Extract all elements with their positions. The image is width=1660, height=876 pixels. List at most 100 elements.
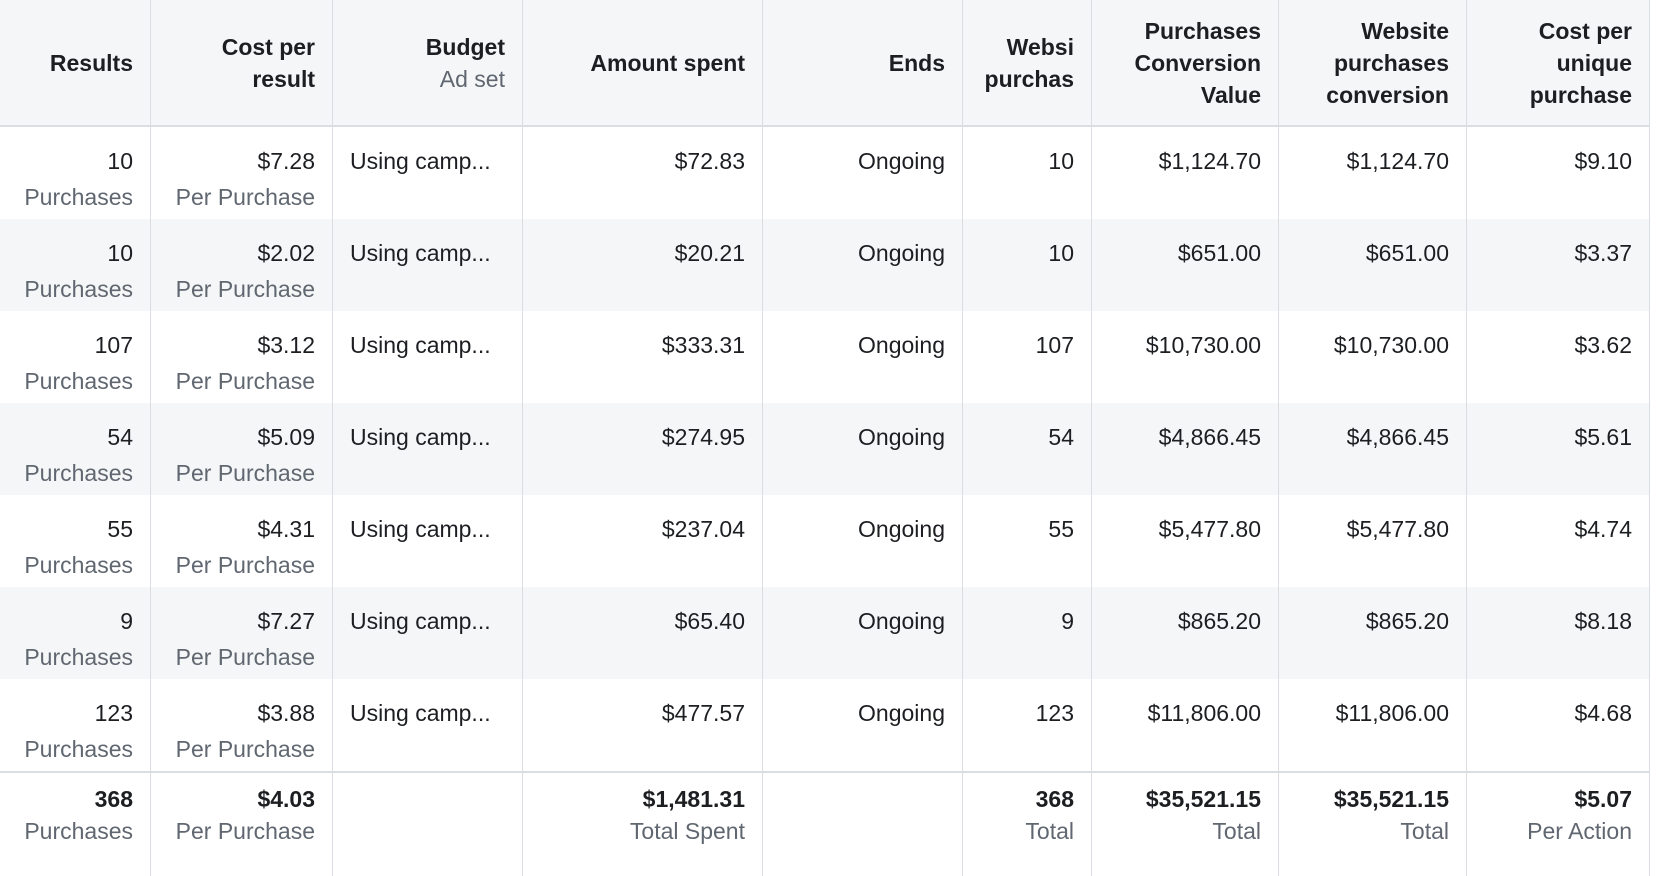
cell-sublabel: Per Purchase: [175, 460, 315, 486]
cell-sublabel: Per Purchase: [175, 552, 315, 578]
table-cell: $4,866.45: [1279, 403, 1467, 495]
table-cell: 55 Purchases: [0, 495, 151, 587]
cell-value: 10: [107, 240, 133, 266]
cell-value: Using camp...: [350, 424, 491, 450]
table-cell: $4.31 Per Purchase: [151, 495, 333, 587]
total-cell: $5.07 Per Action: [1467, 771, 1650, 876]
cell-value: Ongoing: [858, 516, 945, 542]
table-cell: $7.28 Per Purchase: [151, 127, 333, 219]
cell-value: Using camp...: [350, 608, 491, 634]
cell-value: $7.27: [257, 608, 315, 634]
table-cell: Using camp...: [333, 495, 523, 587]
cell-value: Ongoing: [858, 332, 945, 358]
table-cell: 107: [963, 311, 1092, 403]
total-value: 368: [94, 786, 133, 812]
header-label: Amount spent: [590, 49, 745, 76]
table-cell: $9.10: [1467, 127, 1650, 219]
cell-value: Ongoing: [858, 424, 945, 450]
total-value: $4.03: [257, 786, 315, 812]
column-header[interactable]: Website purchases conversion: [1279, 0, 1467, 127]
cell-value: 10: [1048, 240, 1074, 266]
total-cell: $35,521.15 Total: [1279, 771, 1467, 876]
column-header[interactable]: Results: [0, 0, 151, 127]
cell-value: $5.61: [1574, 424, 1632, 450]
table-cell: $333.31: [523, 311, 763, 403]
cell-value: $5,477.80: [1158, 516, 1261, 542]
total-cell: 368 Purchases: [0, 771, 151, 876]
total-value: $35,521.15: [1145, 786, 1261, 812]
table-cell: 9: [963, 587, 1092, 679]
table-cell: $4.74: [1467, 495, 1650, 587]
header-label: Cost per result: [221, 33, 315, 92]
table-cell: Using camp...: [333, 403, 523, 495]
cell-sublabel: Purchases: [24, 736, 133, 762]
cell-value: Ongoing: [858, 608, 945, 634]
table-cell: 55: [963, 495, 1092, 587]
column-header[interactable]: Purchases Conversion Value: [1092, 0, 1279, 127]
table-cell: $865.20: [1279, 587, 1467, 679]
table-cell: $72.83: [523, 127, 763, 219]
column-header[interactable]: Cost per result: [151, 0, 333, 127]
total-value: 368: [1035, 786, 1074, 812]
cell-value: $4,866.45: [1158, 424, 1261, 450]
cell-value: Using camp...: [350, 516, 491, 542]
table-cell: $8.18: [1467, 587, 1650, 679]
cell-value: $72.83: [674, 148, 745, 174]
cell-sublabel: Per Purchase: [175, 644, 315, 670]
table-cell: 107 Purchases: [0, 311, 151, 403]
cell-value: 107: [94, 332, 133, 358]
column-header[interactable]: Ends: [763, 0, 963, 127]
total-value: $1,481.31: [642, 786, 745, 812]
cell-value: $3.37: [1574, 240, 1632, 266]
cell-value: $7.28: [257, 148, 315, 174]
cell-value: $10,730.00: [1333, 332, 1449, 358]
cell-value: $5.09: [257, 424, 315, 450]
column-header[interactable]: Cost per unique purchase: [1467, 0, 1650, 127]
total-sublabel: Total Spent: [629, 818, 745, 844]
table-cell: $3.12 Per Purchase: [151, 311, 333, 403]
cell-value: $1,124.70: [1346, 148, 1449, 174]
cell-value: $237.04: [661, 516, 745, 542]
column-header[interactable]: Amount spent: [523, 0, 763, 127]
cell-value: Using camp...: [350, 332, 491, 358]
cell-sublabel: Purchases: [24, 368, 133, 394]
cell-value: $865.20: [1365, 608, 1449, 634]
header-sublabel: Ad set: [439, 65, 505, 92]
table-cell: $5.61: [1467, 403, 1650, 495]
table-cell: $2.02 Per Purchase: [151, 219, 333, 311]
cell-value: Ongoing: [858, 700, 945, 726]
header-label: Websi purchas: [984, 33, 1074, 92]
cell-value: $4,866.45: [1346, 424, 1449, 450]
table-cell: $7.27 Per Purchase: [151, 587, 333, 679]
total-cell: $35,521.15 Total: [1092, 771, 1279, 876]
table-cell: $65.40: [523, 587, 763, 679]
table-cell: 54: [963, 403, 1092, 495]
header-label: Website purchases conversion: [1326, 17, 1449, 108]
cell-value: 9: [1061, 608, 1074, 634]
total-value: $5.07: [1574, 786, 1632, 812]
column-header[interactable]: Budget Ad set: [333, 0, 523, 127]
cell-sublabel: Purchases: [24, 184, 133, 210]
table-cell: Ongoing: [763, 311, 963, 403]
table-cell: Using camp...: [333, 219, 523, 311]
cell-value: 107: [1035, 332, 1074, 358]
table-cell: Using camp...: [333, 679, 523, 771]
cell-sublabel: Per Purchase: [175, 736, 315, 762]
cell-sublabel: Per Purchase: [175, 184, 315, 210]
table-cell: 9 Purchases: [0, 587, 151, 679]
table-cell: $1,124.70: [1092, 127, 1279, 219]
table-cell: Ongoing: [763, 403, 963, 495]
table-cell: $5,477.80: [1279, 495, 1467, 587]
cell-value: $333.31: [661, 332, 745, 358]
cell-value: $8.18: [1574, 608, 1632, 634]
total-cell: $4.03 Per Purchase: [151, 771, 333, 876]
cell-value: $5,477.80: [1346, 516, 1449, 542]
header-label: Results: [49, 49, 133, 76]
cell-value: $2.02: [257, 240, 315, 266]
table-cell: $651.00: [1092, 219, 1279, 311]
column-header[interactable]: Websi purchas: [963, 0, 1092, 127]
cell-value: $9.10: [1574, 148, 1632, 174]
cell-sublabel: Purchases: [24, 552, 133, 578]
total-sublabel: Per Action: [1527, 818, 1632, 844]
